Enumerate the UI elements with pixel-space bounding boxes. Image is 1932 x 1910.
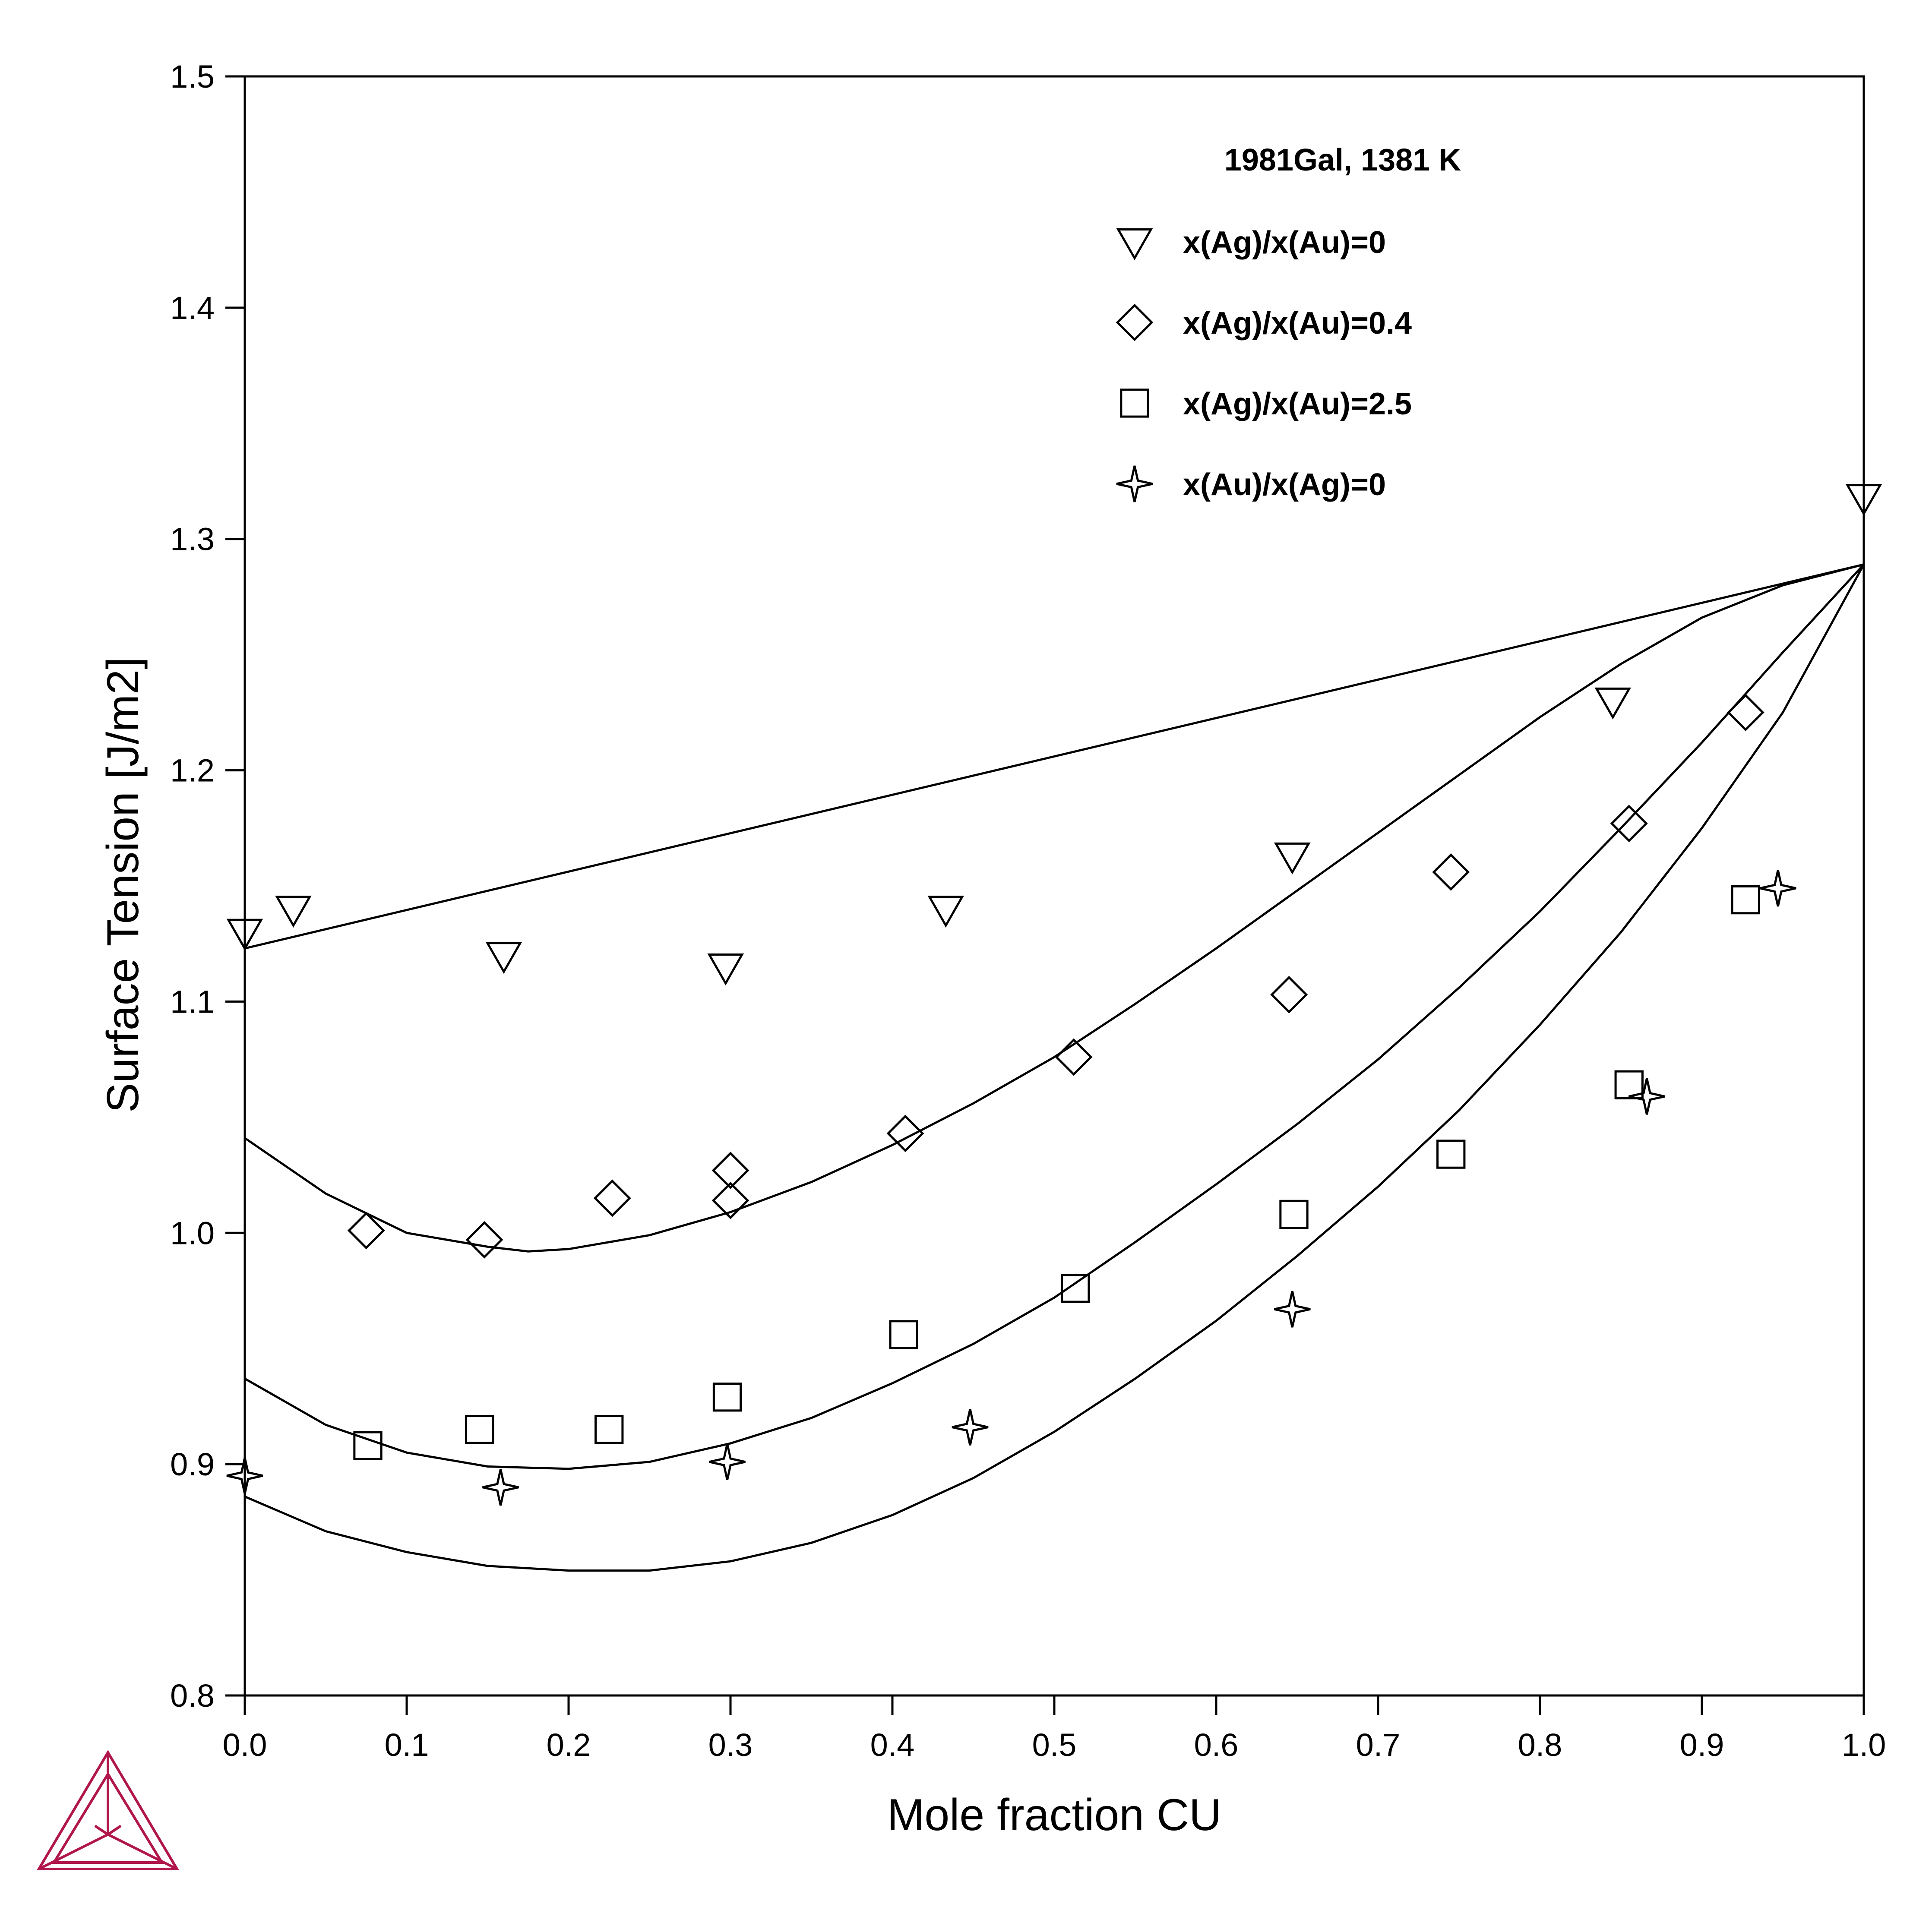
star4-marker (952, 1409, 989, 1446)
legend-triangle-down-icon (1116, 228, 1153, 261)
square-marker (1614, 1070, 1644, 1099)
y-tick-label: 0.9 (170, 1446, 215, 1482)
square-marker (712, 1383, 742, 1412)
triangle-down-marker (1845, 484, 1882, 516)
triangle-down-marker (1594, 687, 1632, 720)
triangle-down-marker (1274, 842, 1311, 874)
diamond-marker (347, 1212, 385, 1250)
star4-marker (1274, 1291, 1311, 1328)
y-axis-title: Surface Tension [J/m2] (98, 657, 148, 1113)
thermo-calc-logo-icon (36, 1750, 180, 1870)
legend-label: x(Ag)/x(Au)=2.5 (1183, 387, 1412, 421)
diamond-marker (711, 1181, 749, 1219)
model-curve-2 (244, 563, 1864, 1253)
square-marker (594, 1415, 624, 1444)
star4-marker (482, 1469, 519, 1506)
legend-label: x(Ag)/x(Au)=0 (1183, 225, 1386, 260)
model-curve-4 (244, 564, 1865, 1572)
legend: 1981Gal, 1381 K x(Ag)/x(Au)=0 x(Ag)/x(Au)… (1116, 143, 1461, 502)
y-tick-label: 1.5 (170, 59, 215, 95)
y-tick-label: 1.3 (170, 521, 215, 557)
diamond-marker (593, 1179, 631, 1217)
square-marker (465, 1415, 494, 1444)
model-curves (244, 563, 1865, 1572)
logo-inner-fold (94, 1825, 122, 1836)
legend-label: x(Ag)/x(Au)=0.4 (1183, 306, 1412, 341)
x-tick-label: 0.6 (1194, 1727, 1239, 1763)
logo-spoke-right (107, 1833, 178, 1870)
y-tick-label: 1.1 (170, 984, 215, 1020)
diamond-marker (1432, 853, 1470, 891)
logo-spoke-left (38, 1833, 109, 1870)
logo-outer-triangle (36, 1750, 180, 1870)
logo-inner-triangle (51, 1771, 164, 1864)
data-markers (226, 484, 1882, 1506)
square-marker (1436, 1140, 1466, 1169)
square-marker (1061, 1274, 1090, 1303)
x-tick-label: 0.1 (385, 1727, 429, 1763)
legend-label: x(Au)/x(Ag)=0 (1183, 467, 1386, 502)
star4-marker (1628, 1078, 1665, 1115)
triangle-down-marker (485, 942, 522, 974)
y-tick-label: 1.0 (170, 1215, 215, 1251)
x-tick-label: 0.2 (547, 1727, 591, 1763)
diamond-marker (886, 1114, 924, 1152)
square-marker (1279, 1200, 1309, 1229)
y-tick-label: 1.4 (170, 290, 215, 326)
star4-marker (1759, 870, 1796, 907)
diamond-marker (1726, 694, 1764, 732)
square-marker (1731, 885, 1760, 915)
legend-square-icon (1120, 388, 1149, 418)
diamond-marker (1610, 805, 1648, 843)
plot-frame (243, 75, 1865, 1697)
model-curve-3 (244, 564, 1865, 1470)
x-tick-label: 0.4 (870, 1727, 915, 1763)
x-tick-label: 0.7 (1356, 1727, 1401, 1763)
triangle-down-marker (226, 919, 263, 951)
y-tick-label: 1.2 (170, 753, 215, 789)
x-tick-label: 0.5 (1032, 1727, 1077, 1763)
y-tick-label: 0.8 (170, 1678, 215, 1714)
triangle-down-marker (707, 953, 744, 986)
diamond-marker (711, 1152, 749, 1190)
star4-marker (709, 1443, 746, 1481)
triangle-down-marker (275, 896, 312, 928)
x-tick-label: 1.0 (1842, 1727, 1886, 1763)
triangle-down-marker (927, 896, 964, 928)
y-axis: 0.8 0.9 1.0 1.1 1.2 1.3 1.4 1.5 (170, 59, 245, 1714)
square-marker (889, 1320, 918, 1349)
legend-star4-icon (1116, 465, 1153, 502)
x-tick-label: 0.9 (1680, 1727, 1724, 1763)
x-axis-title: Mole fraction CU (887, 1790, 1221, 1840)
x-tick-label: 0.3 (708, 1727, 753, 1763)
diamond-marker (1270, 976, 1308, 1013)
diamond-marker (1055, 1038, 1093, 1076)
square-marker (353, 1431, 383, 1460)
x-tick-label: 0.8 (1518, 1727, 1562, 1763)
legend-title: 1981Gal, 1381 K (1224, 143, 1461, 177)
star4-marker (226, 1457, 263, 1494)
x-tick-label: 0.0 (223, 1727, 267, 1763)
x-axis: 0.0 0.1 0.2 0.3 0.4 0.5 0.6 0.7 0.8 0.9 1.0 (223, 1695, 1886, 1763)
legend-diamond-icon (1116, 303, 1154, 341)
model-curve-1 (244, 563, 1864, 950)
diamond-marker (465, 1221, 503, 1259)
